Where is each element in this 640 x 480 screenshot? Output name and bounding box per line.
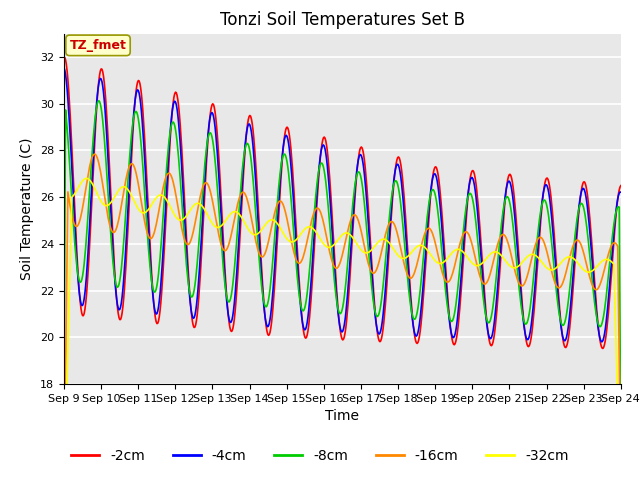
- -32cm: [411, 246, 419, 252]
- Y-axis label: Soil Temperature (C): Soil Temperature (C): [20, 138, 35, 280]
- -32cm: [428, 252, 435, 258]
- -4cm: [127, 144, 135, 150]
- Text: TZ_fmet: TZ_fmet: [70, 39, 127, 52]
- -16cm: [128, 161, 136, 167]
- -4cm: [426, 192, 434, 198]
- -32cm: [214, 225, 222, 230]
- -8cm: [617, 444, 625, 449]
- -4cm: [70, 209, 78, 215]
- -32cm: [128, 194, 136, 200]
- -8cm: [214, 195, 222, 201]
- -2cm: [426, 196, 434, 202]
- Line: -4cm: -4cm: [64, 68, 621, 342]
- -2cm: [599, 346, 607, 351]
- -32cm: [185, 210, 193, 216]
- -16cm: [91, 151, 99, 157]
- -2cm: [60, 54, 68, 60]
- -8cm: [95, 98, 102, 104]
- X-axis label: Time: Time: [325, 409, 360, 423]
- -8cm: [128, 126, 136, 132]
- Line: -16cm: -16cm: [64, 154, 621, 480]
- Title: Tonzi Soil Temperatures Set B: Tonzi Soil Temperatures Set B: [220, 11, 465, 29]
- -4cm: [617, 189, 625, 195]
- -16cm: [411, 269, 419, 275]
- -8cm: [185, 283, 193, 289]
- -2cm: [410, 329, 418, 335]
- -8cm: [411, 316, 419, 322]
- -8cm: [70, 231, 78, 237]
- -4cm: [60, 65, 68, 71]
- -32cm: [83, 176, 90, 181]
- -16cm: [428, 228, 435, 233]
- -2cm: [184, 262, 192, 268]
- -2cm: [617, 183, 625, 189]
- Line: -8cm: -8cm: [64, 101, 621, 446]
- -4cm: [598, 339, 605, 345]
- -16cm: [617, 468, 625, 474]
- -8cm: [60, 380, 68, 386]
- -32cm: [70, 192, 78, 198]
- -4cm: [214, 151, 221, 156]
- -16cm: [185, 241, 193, 247]
- -2cm: [214, 132, 221, 138]
- -8cm: [428, 190, 435, 195]
- -2cm: [127, 156, 135, 162]
- Line: -2cm: -2cm: [64, 57, 621, 348]
- Line: -32cm: -32cm: [64, 179, 621, 480]
- -4cm: [184, 271, 192, 277]
- Legend: -2cm, -4cm, -8cm, -16cm, -32cm: -2cm, -4cm, -8cm, -16cm, -32cm: [66, 443, 574, 468]
- -4cm: [410, 328, 418, 334]
- -2cm: [70, 192, 78, 198]
- -16cm: [214, 228, 222, 234]
- -16cm: [70, 221, 78, 227]
